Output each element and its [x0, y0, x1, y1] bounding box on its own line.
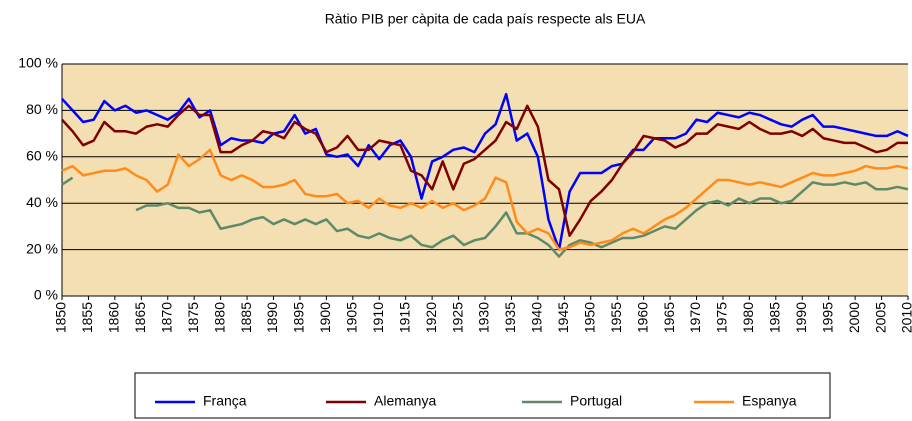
x-tick-label: 1915: [396, 302, 412, 333]
y-tick-label: 40 %: [26, 194, 58, 210]
x-tick-label: 1965: [661, 302, 677, 333]
x-tick-label: 1925: [449, 302, 465, 333]
x-tick-label: 1940: [529, 302, 545, 333]
x-tick-label: 1955: [608, 302, 624, 333]
x-tick-label: 2000: [846, 302, 862, 333]
x-tick-label: 1860: [106, 302, 122, 333]
x-tick-label: 1875: [185, 302, 201, 333]
y-tick-label: 0 %: [34, 287, 58, 303]
x-tick-label: 1960: [634, 302, 650, 333]
legend-label: França: [203, 393, 247, 409]
x-tick-label: 1980: [740, 302, 756, 333]
plot-area: [62, 64, 908, 296]
legend-label: Espanya: [742, 393, 797, 409]
x-tick-label: 1995: [819, 302, 835, 333]
x-tick-label: 1975: [714, 302, 730, 333]
x-tick-label: 1850: [53, 302, 69, 333]
y-tick-label: 60 %: [26, 148, 58, 164]
legend-label: Portugal: [570, 393, 622, 409]
x-tick-label: 2010: [899, 302, 912, 333]
x-tick-label: 1945: [555, 302, 571, 333]
x-tick-label: 1905: [344, 302, 360, 333]
x-tick-label: 1985: [767, 302, 783, 333]
x-tick-label: 1890: [264, 302, 280, 333]
legend-label: Alemanya: [374, 393, 436, 409]
x-tick-label: 1885: [238, 302, 254, 333]
x-tick-label: 1870: [158, 302, 174, 333]
y-tick-label: 20 %: [26, 240, 58, 256]
y-tick-label: 100 %: [18, 55, 58, 71]
x-tick-label: 1880: [211, 302, 227, 333]
x-tick-label: 1855: [79, 302, 95, 333]
x-tick-label: 1990: [793, 302, 809, 333]
series-line: [61, 176, 909, 258]
x-tick-label: 1950: [581, 302, 597, 333]
legend: [134, 372, 831, 419]
y-tick-label: 80 %: [26, 101, 58, 117]
x-tick-label: 2005: [872, 302, 888, 333]
x-tick-label: 1910: [370, 302, 386, 333]
series-line: [61, 104, 908, 237]
x-tick-label: 1930: [476, 302, 492, 333]
series-line: [61, 148, 909, 251]
x-tick-label: 1935: [502, 302, 518, 333]
chart-title: Ràtio PIB per càpita de cada país respec…: [325, 11, 646, 27]
x-tick-label: 1900: [317, 302, 333, 333]
x-tick-label: 1920: [423, 302, 439, 333]
x-tick-label: 1970: [687, 302, 703, 333]
x-tick-label: 1865: [132, 302, 148, 333]
x-tick-label: 1895: [291, 302, 307, 333]
